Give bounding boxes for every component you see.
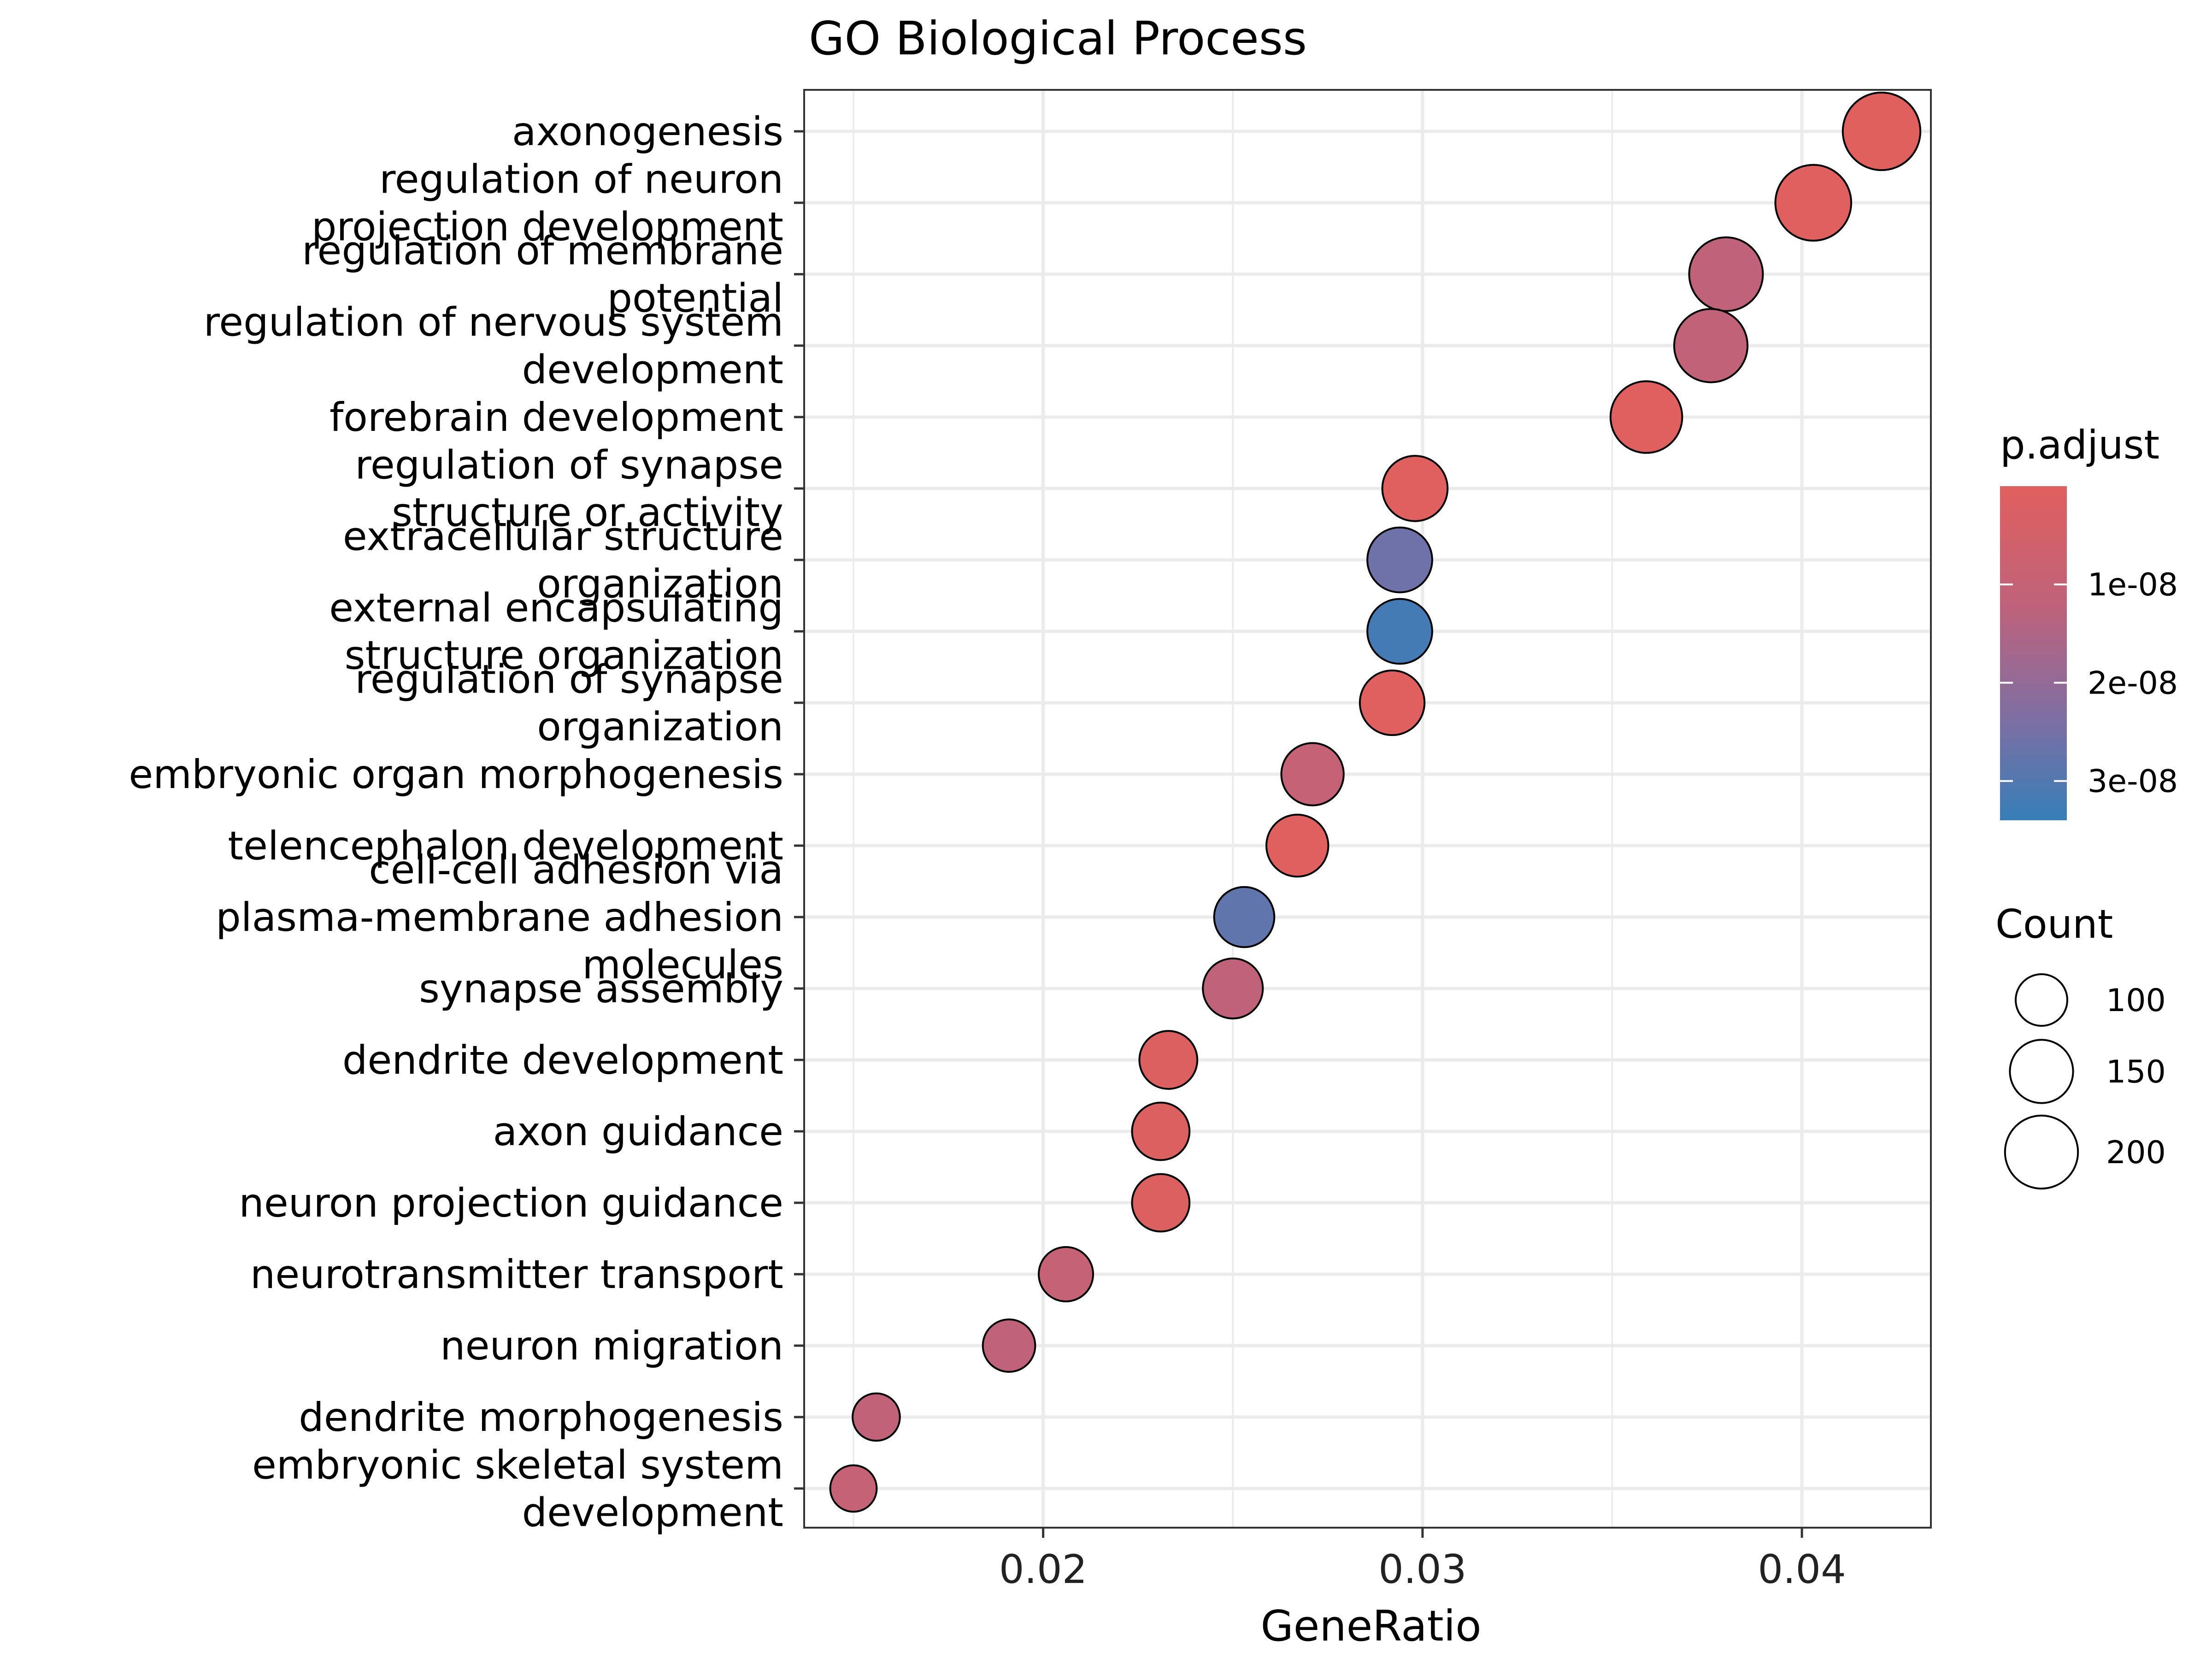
y-tick-label: forebrain development [329, 394, 783, 441]
data-point [1131, 1101, 1191, 1161]
data-point [1265, 813, 1330, 878]
y-tick-label: axon guidance [493, 1109, 783, 1155]
data-point [1673, 308, 1749, 383]
size-legend-label: 100 [2106, 982, 2166, 1019]
size-legend-key [2009, 1039, 2074, 1104]
x-tick-label: 0.03 [1378, 1547, 1466, 1593]
color-legend-label: 3e-08 [2088, 764, 2178, 800]
data-point [1609, 380, 1683, 454]
data-point [829, 1464, 878, 1513]
size-legend-label: 200 [2106, 1135, 2166, 1171]
size-legend-key [2004, 1114, 2079, 1190]
color-legend-label: 2e-08 [2088, 665, 2178, 701]
y-tick-label: cell-cell adhesion via [369, 847, 783, 893]
x-axis-title: GeneRatio [1260, 1601, 1481, 1651]
legend: p.adjust 1e-08 2e-08 3e-08 Count 100 150 200 [1995, 422, 2178, 1190]
color-legend-bar [2000, 486, 2067, 820]
y-tick-label: regulation of synapse [355, 657, 783, 703]
color-legend-ticks: 1e-08 2e-08 3e-08 [2000, 567, 2178, 800]
size-legend-label: 150 [2106, 1054, 2166, 1090]
y-tick-label: plasma-membrane adhesion [216, 894, 783, 941]
y-tick-label: neuron migration [440, 1323, 783, 1369]
size-legend-keys: 100 150 200 [2004, 973, 2166, 1190]
color-legend-label: 1e-08 [2088, 567, 2178, 603]
size-legend-title: Count [1995, 901, 2113, 947]
y-tick-label: embryonic organ morphogenesis [129, 752, 783, 798]
data-point [1131, 1173, 1191, 1233]
data-point [1366, 598, 1433, 665]
data-point [1688, 236, 1764, 312]
y-tick-label: organization [537, 704, 783, 750]
data-point [1381, 455, 1449, 522]
x-axis: 0.02 0.03 0.04 [999, 1528, 1846, 1593]
data-points [829, 91, 1922, 1513]
y-tick-label: regulation of nervous system [204, 300, 783, 346]
x-tick-label: 0.04 [1758, 1547, 1846, 1593]
data-point [1359, 669, 1426, 736]
y-tick-label: development [522, 1490, 783, 1536]
y-tick-label: embryonic skeletal system [252, 1442, 783, 1488]
y-tick-label: organization [537, 561, 783, 607]
data-point [852, 1392, 901, 1442]
color-legend-title: p.adjust [2000, 422, 2159, 468]
data-point [1202, 957, 1264, 1020]
y-tick-label: neurotransmitter transport [250, 1252, 783, 1298]
y-tick-label: external encapsulating [329, 585, 783, 631]
y-tick-label: dendrite development [342, 1037, 783, 1083]
y-tick-label: telencephalon development [228, 823, 783, 869]
y-tick-label: regulation of neuron [379, 157, 783, 203]
chart-title: GO Biological Process [809, 12, 1307, 65]
data-point [1038, 1246, 1094, 1302]
y-tick-label: regulation of synapse [355, 442, 783, 488]
y-tick-label: synapse assembly [419, 966, 783, 1012]
y-tick-label: structure or activity [392, 490, 783, 536]
y-tick-label: dendrite morphogenesis [299, 1394, 783, 1441]
y-tick-label: potential [607, 276, 783, 322]
y-tick-label: projection development [312, 204, 783, 250]
y-tick-label: extracellular structure [343, 514, 783, 560]
data-point [1213, 886, 1276, 948]
plot-panel [803, 89, 1932, 1529]
y-tick-label: regulation of membrane [302, 228, 783, 274]
y-tick-label: molecules [582, 942, 783, 988]
data-point [1841, 91, 1922, 171]
y-tick-label: structure organization [345, 633, 783, 679]
y-tick-label: development [522, 347, 783, 393]
size-legend-key [2015, 973, 2068, 1027]
data-point [982, 1318, 1036, 1373]
data-point [1138, 1030, 1199, 1090]
y-tick-label: axonogenesis [512, 109, 783, 155]
data-point [1280, 742, 1345, 806]
y-tick-label: neuron projection guidance [239, 1180, 783, 1226]
data-point [1366, 526, 1433, 594]
data-point [1774, 164, 1853, 242]
x-tick-label: 0.02 [999, 1547, 1087, 1593]
grid-lines [804, 90, 1931, 1528]
